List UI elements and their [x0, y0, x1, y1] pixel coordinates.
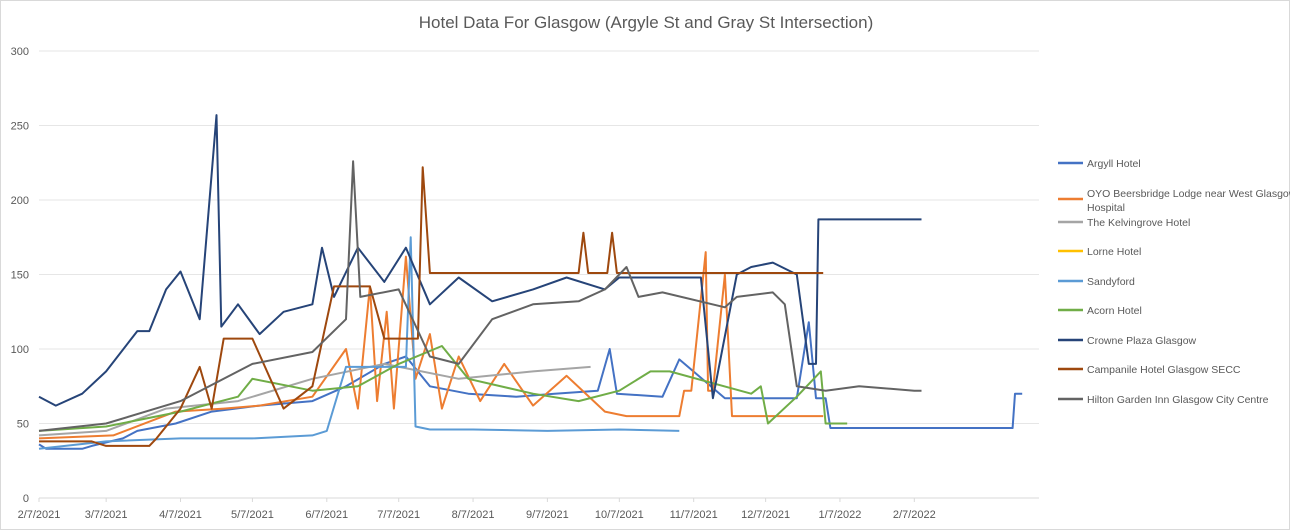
chart-gridlines: [39, 50, 1039, 499]
y-tick-label: 0: [23, 493, 29, 505]
legend-label: Campanile Hotel Glasgow SECC: [1087, 364, 1241, 376]
legend-label: The Kelvingrove Hotel: [1087, 217, 1190, 229]
x-tick-label: 10/7/2021: [595, 509, 644, 521]
series-line: [38, 160, 922, 432]
legend-label-line: Hospital: [1087, 202, 1125, 214]
legend-label: Lorne Hotel: [1087, 246, 1141, 258]
legend-label-line: OYO Beersbridge Lodge near West Glasgow: [1087, 188, 1290, 200]
legend-label: Hilton Garden Inn Glasgow City Centre: [1087, 394, 1269, 406]
x-axis: 2/7/2021 3/7/2021 4/7/2021 5/7/2021 6/7/2021…: [18, 497, 1039, 521]
x-tick-label: 11/7/2021: [670, 509, 718, 521]
x-tick-label: 8/7/2021: [452, 509, 495, 521]
y-tick-label: 200: [11, 195, 29, 207]
chart-series: [38, 114, 1023, 450]
chart-title: Hotel Data For Glasgow (Argyle St and Gr…: [419, 13, 873, 32]
y-tick-label: 100: [11, 344, 29, 356]
legend-label: Acorn Hotel: [1087, 305, 1142, 317]
x-tick-label: 9/7/2021: [526, 509, 569, 521]
legend-label: Argyll Hotel: [1087, 158, 1141, 170]
x-tick-label: 6/7/2021: [305, 509, 348, 521]
x-tick-label: 2/7/2022: [893, 509, 936, 521]
legend-label: OYO Beersbridge Lodge near West Glasgow H…: [1087, 188, 1290, 214]
y-tick-label: 50: [17, 419, 29, 431]
series-line: [38, 251, 824, 440]
legend-label: Sandyford: [1087, 276, 1135, 288]
x-tick-label: 1/7/2022: [819, 509, 862, 521]
chart-legend: Argyll Hotel OYO Beersbridge Lodge near W…: [1058, 158, 1290, 406]
x-tick-label: 4/7/2021: [159, 509, 202, 521]
series-line: [38, 345, 848, 432]
y-tick-label: 300: [11, 46, 29, 58]
x-tick-label: 12/7/2021: [741, 509, 790, 521]
x-tick-label: 2/7/2021: [18, 509, 61, 521]
x-tick-label: 7/7/2021: [377, 509, 420, 521]
series-line: [38, 321, 1023, 450]
y-tick-label: 150: [11, 270, 29, 282]
legend-label: Crowne Plaza Glasgow: [1087, 335, 1197, 347]
y-axis: 0 50 100 150 200 250 300: [11, 46, 29, 505]
x-tick-label: 5/7/2021: [231, 509, 274, 521]
series-line: [38, 114, 922, 407]
series-line: [38, 236, 680, 450]
x-tick-label: 3/7/2021: [85, 509, 128, 521]
y-tick-label: 250: [11, 121, 29, 133]
series-line: [39, 166, 824, 447]
